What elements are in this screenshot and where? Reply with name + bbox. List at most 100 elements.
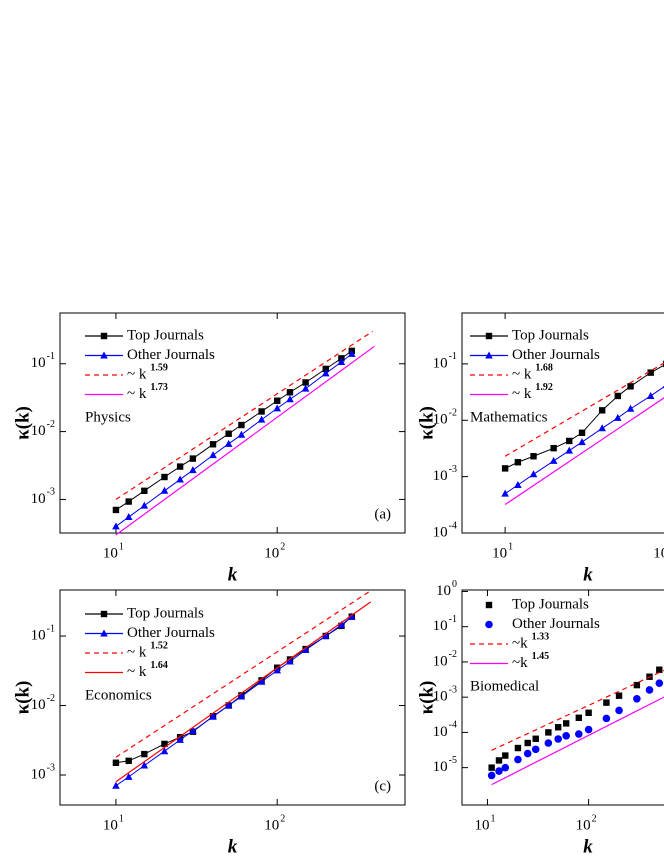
marker [124, 513, 133, 521]
marker [626, 404, 635, 412]
y-tick-label: 10 [433, 689, 448, 705]
marker [584, 725, 593, 734]
x-axis-label: k [228, 836, 238, 857]
legend-exponent: 1.92 [535, 382, 553, 393]
marker [603, 699, 610, 706]
y-tick-label: 10 [433, 524, 448, 540]
legend-label: Top Journals [127, 327, 204, 343]
legend-label: ~ k [127, 366, 147, 382]
legend-exponent: 1.59 [150, 362, 168, 373]
marker [140, 761, 149, 769]
marker [347, 349, 356, 357]
legend-marker [100, 332, 108, 340]
marker [302, 379, 309, 386]
x-axis-label: k [228, 564, 238, 585]
x-tick-label: 10 [264, 545, 279, 561]
legend-label: Top Journals [512, 596, 589, 612]
series-line [504, 364, 664, 469]
marker [237, 692, 246, 700]
x-tick-exponent: 2 [592, 813, 597, 824]
annotation: Economics [85, 687, 152, 703]
marker [141, 750, 148, 758]
marker [598, 407, 606, 414]
marker [575, 730, 583, 738]
y-tick-exponent: -4 [449, 720, 457, 731]
annotation: Biomedical [470, 678, 539, 694]
marker [656, 666, 663, 673]
y-tick-label: 10 [433, 724, 448, 740]
marker [112, 781, 120, 789]
marker [615, 706, 623, 715]
x-axis-label: k [583, 564, 593, 585]
legend-label: ~ k [512, 366, 532, 382]
legend-exponent: 1.45 [532, 651, 550, 662]
legend-exponent: 1.73 [150, 382, 168, 393]
marker [529, 470, 538, 478]
x-tick-label: 10 [103, 545, 118, 561]
marker [566, 437, 573, 445]
marker [301, 384, 310, 392]
marker [554, 735, 562, 743]
marker [578, 438, 586, 446]
marker [514, 459, 522, 466]
y-tick-exponent: -1 [449, 351, 457, 362]
marker [321, 369, 330, 377]
marker [530, 453, 537, 460]
fit-line [115, 330, 373, 500]
marker [112, 522, 120, 530]
legend-marker [485, 351, 493, 359]
marker [161, 740, 168, 748]
y-tick-exponent: -4 [449, 520, 457, 531]
x-tick-exponent: 1 [119, 813, 124, 824]
marker [544, 739, 553, 747]
y-tick-exponent: -3 [47, 487, 55, 498]
x-tick-label: 10 [653, 545, 664, 561]
marker [189, 466, 197, 474]
marker [645, 686, 654, 694]
legend-marker [100, 610, 108, 618]
y-tick-exponent: -1 [47, 351, 55, 362]
legend-marker [485, 332, 493, 340]
marker [257, 415, 266, 423]
marker [337, 620, 346, 628]
marker [160, 747, 169, 755]
legend-label: Other Journals [512, 616, 600, 632]
y-tick-label: 10 [433, 618, 448, 634]
marker [495, 767, 503, 775]
y-tick-label: 10 [31, 697, 46, 713]
y-axis-label: κ(k) [416, 406, 437, 440]
legend-label: ~ k [512, 386, 532, 402]
marker [189, 726, 197, 734]
y-tick-label: 10 [433, 468, 448, 484]
marker [237, 430, 246, 438]
marker [160, 486, 169, 494]
plot-frame [59, 589, 406, 806]
marker [301, 645, 310, 653]
legend-label: Top Journals [127, 605, 204, 621]
x-tick-label: 10 [492, 545, 507, 561]
legend-label: ~k [512, 635, 528, 651]
marker [627, 383, 634, 390]
annotation: Mathematics [470, 409, 548, 425]
legend-exponent: 1.33 [532, 631, 550, 642]
marker [524, 739, 531, 747]
series-line [115, 353, 353, 527]
x-tick-label: 10 [474, 817, 489, 833]
marker [502, 752, 509, 759]
legend-exponent: 1.52 [150, 640, 168, 651]
marker [176, 735, 184, 743]
legend-marker [100, 629, 108, 637]
marker [112, 759, 120, 766]
panel-label: (a) [374, 506, 391, 522]
y-tick-exponent: -5 [449, 755, 457, 766]
marker [209, 451, 217, 459]
marker [514, 755, 522, 764]
marker [501, 763, 510, 772]
y-tick-exponent: -2 [449, 408, 457, 419]
x-tick-exponent: 1 [119, 541, 124, 552]
marker [614, 392, 621, 400]
y-axis-label: κ(k) [12, 406, 33, 440]
marker [322, 365, 329, 373]
plot-frame [461, 312, 664, 534]
